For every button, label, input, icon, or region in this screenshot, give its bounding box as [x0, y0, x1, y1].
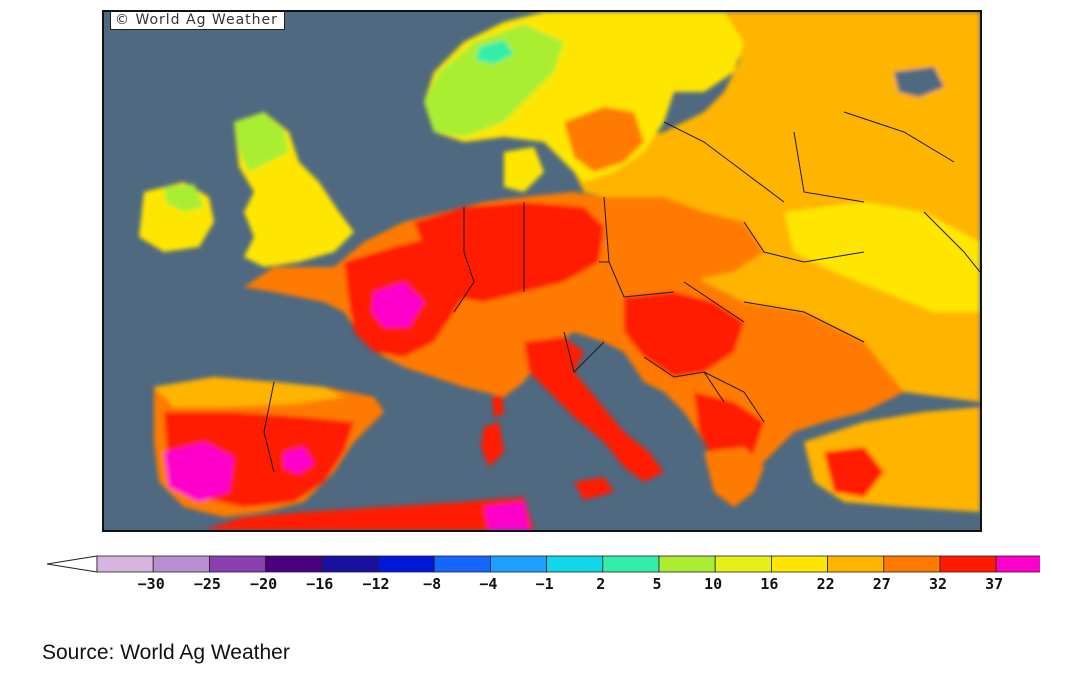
legend-bin	[827, 555, 885, 573]
sweden-orange	[564, 107, 644, 172]
legend-ticks: −30−25−20−16−12−8−4−12510162227323742	[138, 575, 1004, 593]
legend-bin	[377, 555, 435, 573]
legend-bin	[433, 555, 491, 573]
color-legend: −30−25−20−16−12−8−4−12510162227323742	[46, 555, 1040, 593]
corsica	[492, 395, 504, 417]
germany-red	[414, 202, 604, 302]
legend-tick-label: −1	[536, 575, 554, 593]
legend-bin	[489, 555, 547, 573]
legend-tick-label: 2	[596, 575, 605, 593]
legend-tick-label: 27	[873, 575, 891, 593]
iberia-magenta	[164, 442, 234, 502]
legend-bin	[208, 555, 266, 573]
legend-low-arrow	[46, 555, 98, 573]
legend-tick-label: −25	[194, 575, 221, 593]
lake-ladoga	[894, 67, 944, 97]
iberia-north-yellow	[154, 377, 344, 407]
legend-tick-label: −12	[362, 575, 389, 593]
country-borders	[263, 111, 980, 473]
legend-bin	[883, 555, 941, 573]
legend-tick-label: 10	[704, 575, 722, 593]
ireland-green	[164, 184, 204, 212]
legend-bin	[939, 555, 997, 573]
legend-tick-label: 5	[652, 575, 661, 593]
norway-green	[424, 24, 564, 137]
legend-tick-label: −8	[423, 575, 441, 593]
sardinia	[481, 422, 504, 467]
turkey-red	[824, 447, 884, 497]
legend-tick-label: −4	[479, 575, 497, 593]
norway-cyan-spot	[476, 40, 514, 64]
legend-bin	[714, 555, 772, 573]
russia-north-orange	[724, 12, 980, 152]
italy	[524, 337, 664, 482]
legend-tick-label: −30	[138, 575, 165, 593]
legend-bin	[602, 555, 660, 573]
scotland-green	[234, 112, 289, 172]
legend-bin	[771, 555, 829, 573]
legend-bin	[658, 555, 716, 573]
legend-bins	[46, 555, 1040, 573]
source-caption: Source: World Ag Weather	[42, 641, 290, 664]
denmark	[504, 147, 544, 192]
legend-bin	[546, 555, 604, 573]
legend-bin	[321, 555, 379, 573]
legend-bin	[995, 555, 1040, 573]
sicily	[574, 477, 614, 500]
iberia-magenta-2	[284, 447, 314, 474]
temperature-map: © World Ag Weather	[102, 10, 982, 532]
legend-bin	[152, 555, 210, 573]
legend-tick-label: −16	[306, 575, 333, 593]
north-africa-magenta	[484, 502, 529, 530]
legend-tick-label: −20	[250, 575, 277, 593]
greece	[704, 447, 764, 507]
north-africa	[204, 497, 534, 530]
legend-bin	[265, 555, 323, 573]
france-magenta	[372, 282, 424, 327]
legend-bin	[96, 555, 154, 573]
poland-orange	[604, 197, 764, 282]
eastern-europe-yellow-band	[784, 202, 980, 312]
map-credit: © World Ag Weather	[110, 12, 285, 30]
legend-tick-label: 37	[985, 575, 1003, 593]
map-canvas	[104, 12, 980, 530]
legend-tick-label: 16	[760, 575, 778, 593]
legend-tick-label: 32	[929, 575, 947, 593]
hungary-red	[624, 292, 744, 377]
legend-tick-label: 22	[817, 575, 835, 593]
